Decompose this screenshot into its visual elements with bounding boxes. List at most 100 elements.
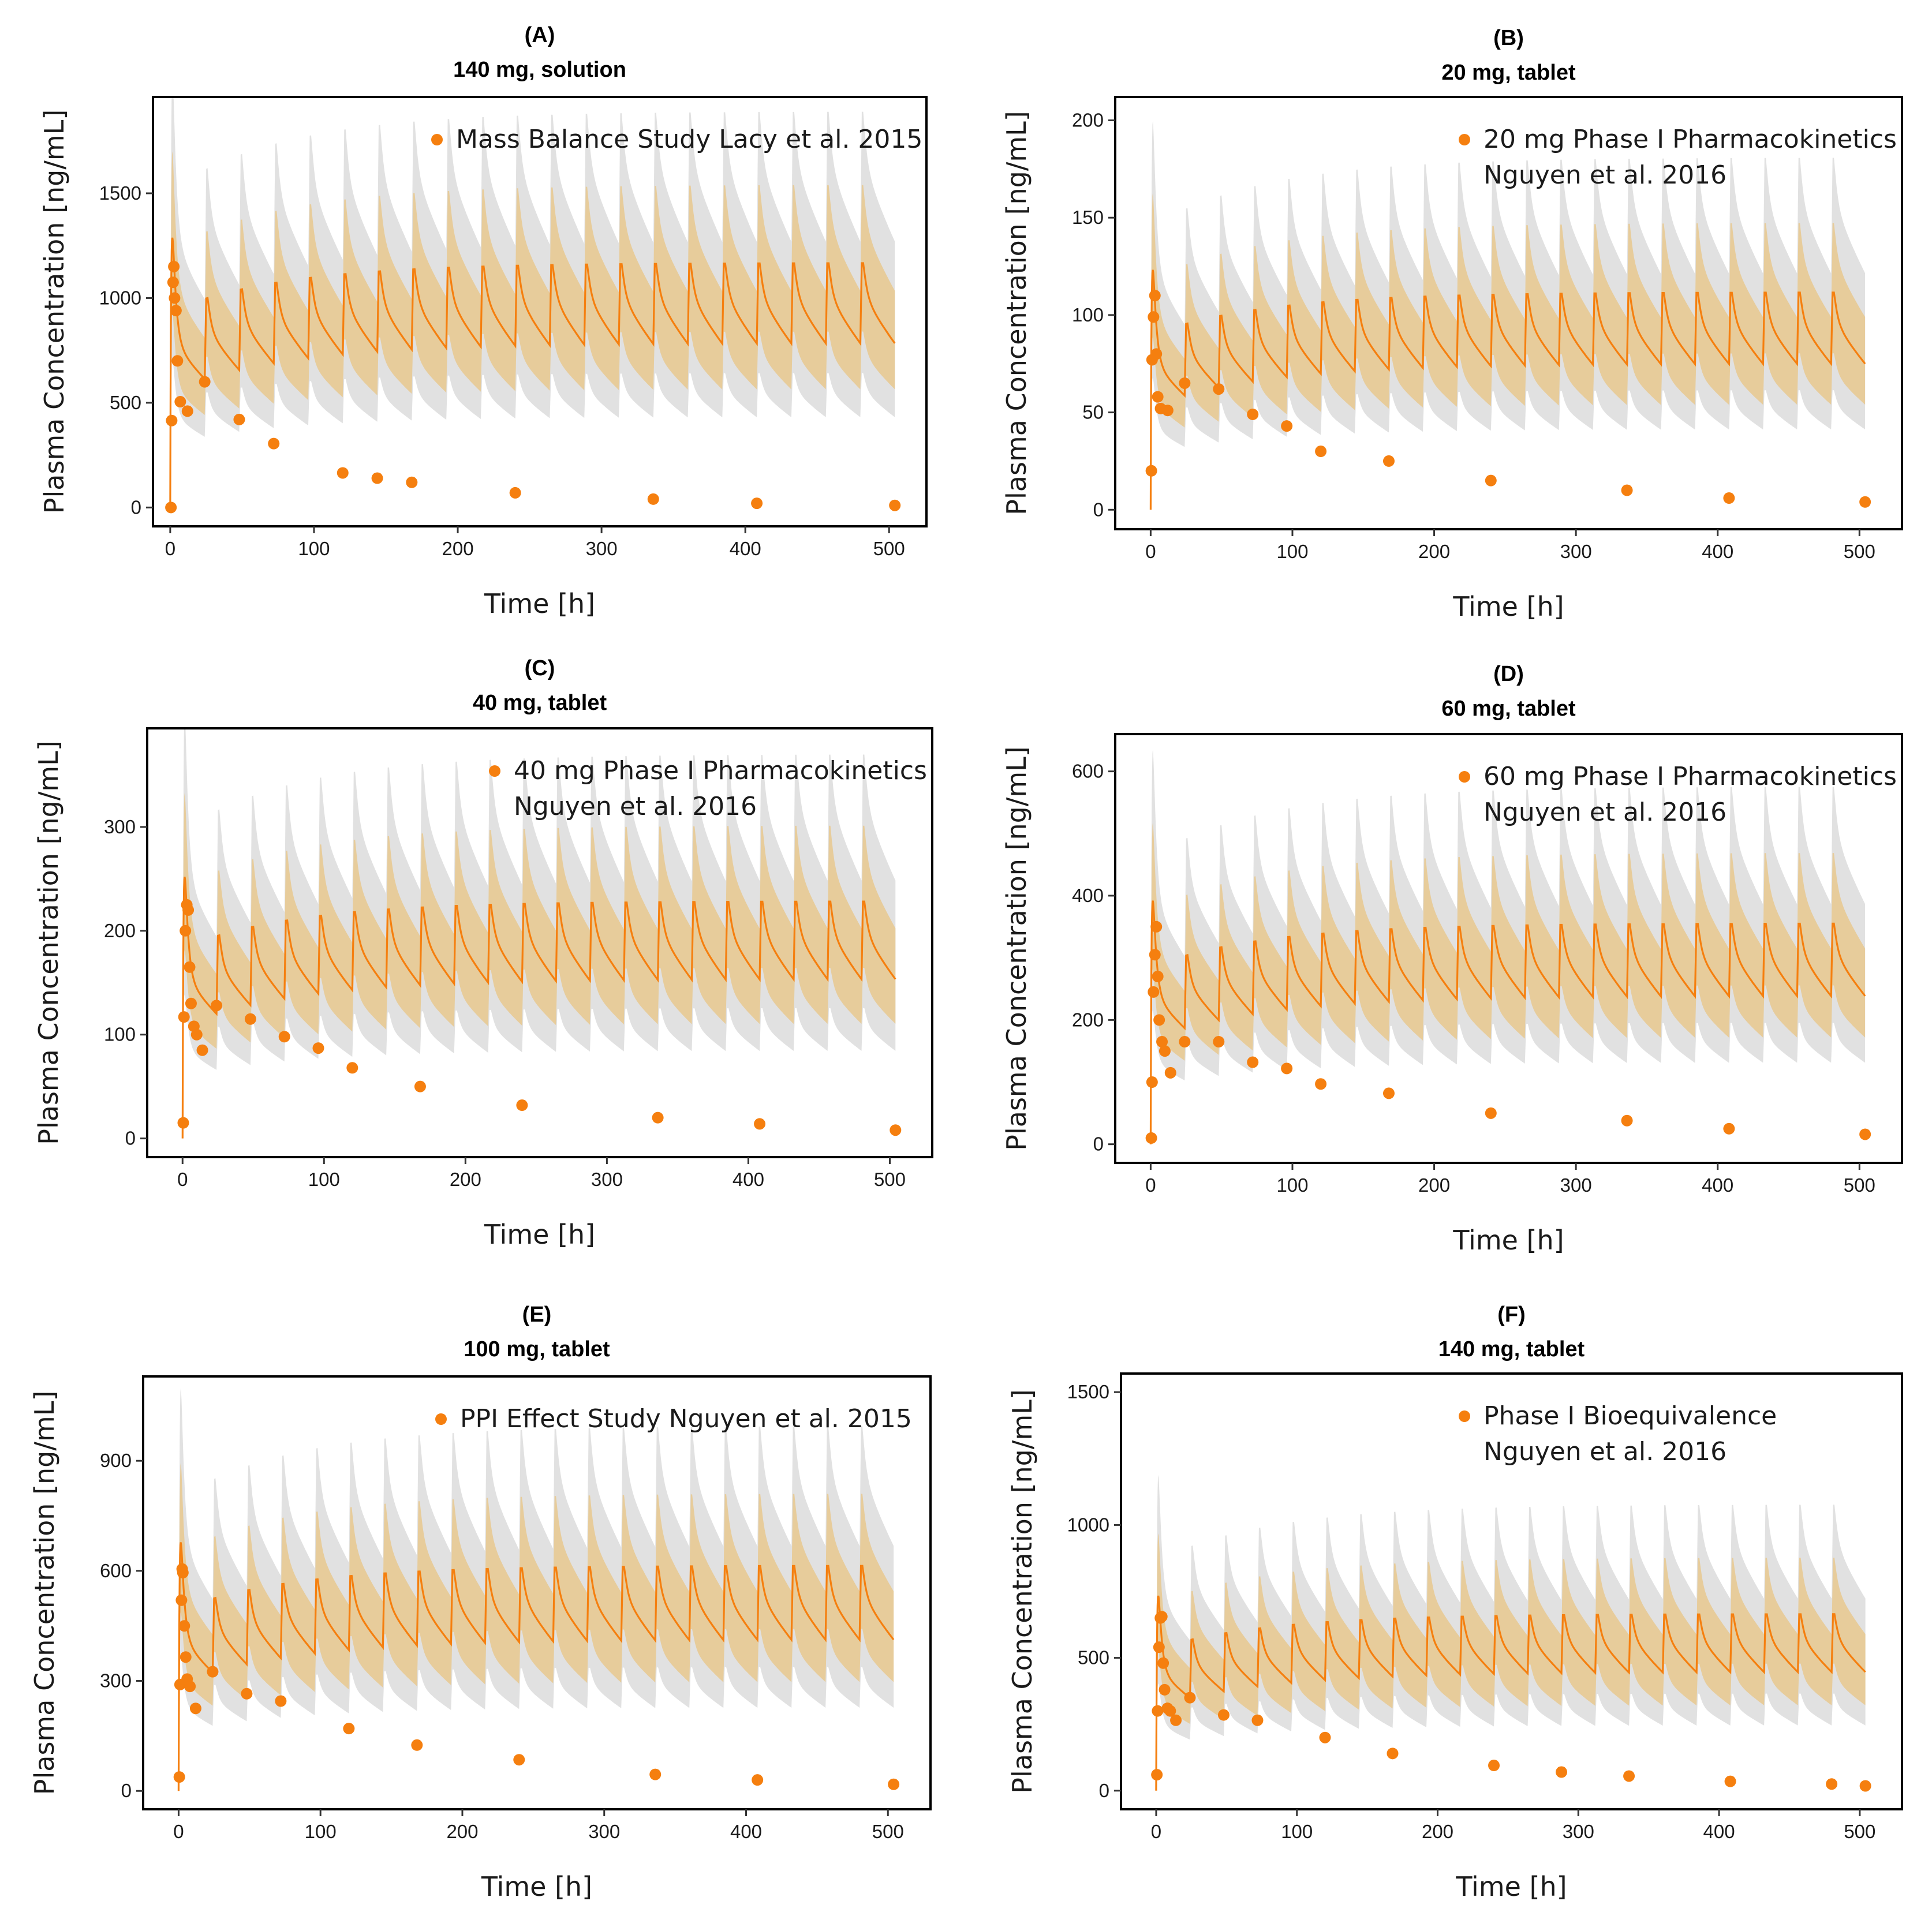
- legend-entry: Nguyen et al. 2016: [514, 792, 757, 821]
- observed-data-point: [1621, 484, 1633, 496]
- x-tick-label: 200: [446, 1821, 478, 1842]
- x-tick-label: 500: [872, 1821, 904, 1842]
- y-tick-label: 900: [100, 1450, 132, 1471]
- observed-data-point: [207, 1666, 219, 1678]
- simulation-band-50pct: [1156, 1533, 1866, 1791]
- x-axis-title: Time [h]: [484, 588, 595, 619]
- x-tick-label: 200: [450, 1169, 481, 1190]
- x-tick-label: 0: [1145, 541, 1156, 562]
- observed-data-point: [1621, 1114, 1633, 1127]
- observed-data-point: [1179, 1036, 1191, 1048]
- legend-entry: Nguyen et al. 2016: [1483, 1437, 1727, 1466]
- observed-data-point: [1488, 1760, 1500, 1772]
- panel-subtitle: 60 mg, tablet: [1441, 697, 1576, 721]
- x-tick-label: 500: [1844, 541, 1875, 562]
- observed-data-point: [182, 904, 195, 916]
- y-tick-label: 0: [121, 1780, 132, 1801]
- panel-subtitle: 20 mg, tablet: [1441, 61, 1576, 85]
- observed-data-point: [890, 1124, 902, 1136]
- plot-area: [173, 1388, 900, 1791]
- observed-data-point: [165, 502, 177, 514]
- observed-data-point: [211, 1000, 223, 1012]
- observed-data-point: [268, 437, 280, 450]
- panel-subtitle: 140 mg, tablet: [1438, 1337, 1585, 1361]
- observed-data-point: [1164, 1705, 1176, 1717]
- observed-data-point: [177, 1117, 189, 1129]
- legend-entry: Nguyen et al. 2016: [1483, 160, 1727, 190]
- observed-data-point: [1184, 1692, 1196, 1704]
- legend-marker: [1459, 134, 1470, 145]
- observed-data-point: [1387, 1748, 1399, 1760]
- y-tick-label: 0: [1093, 499, 1104, 520]
- x-tick-label: 300: [586, 538, 618, 559]
- observed-data-point: [1315, 1078, 1327, 1090]
- observed-data-point: [244, 1013, 256, 1025]
- y-tick-label: 200: [1072, 109, 1104, 130]
- observed-data-point: [411, 1739, 423, 1751]
- x-tick-label: 100: [1281, 1821, 1313, 1842]
- observed-data-point: [752, 1774, 764, 1786]
- observed-data-point: [1859, 1780, 1871, 1792]
- x-axis-title: Time [h]: [481, 1871, 592, 1902]
- panel-a: (A) 140 mg, solution 0 100 200 300 400 500 0 500 1…: [39, 23, 928, 619]
- panel-subtitle: 140 mg, solution: [453, 58, 626, 82]
- plot-area: [1145, 121, 1871, 510]
- y-tick-label: 300: [100, 1670, 132, 1692]
- observed-data-point: [196, 1044, 208, 1056]
- observed-data-point: [1859, 1128, 1871, 1140]
- observed-data-point: [275, 1695, 287, 1707]
- observed-data-point: [1152, 391, 1164, 403]
- y-axis-title: Plasma Concentration [ng/mL]: [33, 740, 64, 1145]
- panel-subtitle: 100 mg, tablet: [464, 1337, 610, 1361]
- x-tick-label: 200: [1418, 541, 1450, 562]
- observed-data-point: [278, 1031, 290, 1043]
- panel-d: (D) 60 mg, tablet 0 100 200 300 400 500 0 200 400 6…: [1001, 662, 1903, 1256]
- panel-c: (C) 40 mg, tablet 0 100 200 300 400 500 0 100 200 3…: [33, 656, 933, 1250]
- legend-marker: [435, 1413, 447, 1425]
- observed-data-point: [649, 1768, 662, 1780]
- x-tick-label: 300: [1560, 1174, 1592, 1196]
- observed-data-point: [177, 1567, 189, 1579]
- legend-entry: 40 mg Phase I Pharmacokinetics: [514, 756, 927, 785]
- observed-data-point: [346, 1062, 358, 1074]
- y-axis-title: Plasma Concentration [ng/mL]: [1001, 111, 1032, 515]
- observed-data-point: [1723, 492, 1735, 504]
- panel-e: (E) 100 mg, tablet 0 100 200 300 400 500 0 300 600…: [29, 1303, 932, 1902]
- y-tick-label: 1000: [1067, 1514, 1109, 1535]
- x-tick-label: 200: [442, 538, 473, 559]
- legend-entry: Mass Balance Study Lacy et al. 2015: [456, 125, 922, 154]
- simulation-band-50pct: [170, 151, 895, 508]
- observed-data-point: [233, 413, 245, 425]
- observed-data-point: [199, 376, 211, 388]
- simulation-median-line: [177, 1542, 895, 1791]
- observed-data-point: [1146, 1076, 1158, 1088]
- x-tick-label: 500: [1844, 1821, 1875, 1842]
- legend-entry: PPI Effect Study Nguyen et al. 2015: [460, 1404, 912, 1434]
- y-tick-label: 0: [131, 496, 141, 518]
- legend-entry: Nguyen et al. 2016: [1483, 798, 1727, 827]
- simulation-band-50pct: [1150, 193, 1866, 510]
- observed-data-point: [1281, 420, 1293, 432]
- observed-data-point: [516, 1099, 528, 1112]
- simulation-median-line: [181, 877, 896, 1139]
- x-tick-label: 300: [1563, 1821, 1594, 1842]
- x-tick-label: 500: [1844, 1174, 1875, 1196]
- x-tick-label: 100: [1276, 1174, 1308, 1196]
- observed-data-point: [184, 961, 196, 973]
- observed-data-point: [414, 1080, 426, 1092]
- observed-data-point: [171, 355, 184, 367]
- y-tick-label: 200: [104, 920, 136, 941]
- simulation-band-50pct: [178, 1462, 894, 1791]
- observed-data-point: [167, 276, 179, 289]
- observed-data-point: [1382, 455, 1395, 467]
- observed-data-point: [166, 414, 178, 426]
- x-tick-label: 400: [733, 1169, 764, 1190]
- observed-data-point: [184, 1681, 196, 1693]
- observed-data-point: [174, 396, 186, 408]
- panel-label: (F): [1497, 1303, 1526, 1327]
- y-tick-label: 1000: [99, 287, 141, 308]
- observed-data-point: [178, 1011, 190, 1023]
- panel-label: (D): [1493, 662, 1524, 686]
- plot-area: [165, 97, 901, 514]
